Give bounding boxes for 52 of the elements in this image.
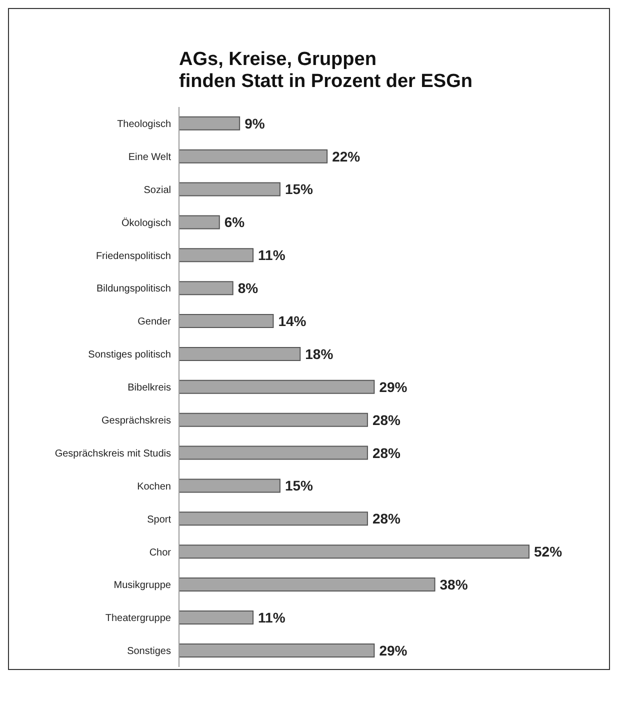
bar <box>178 643 375 658</box>
y-tick-label: Musikgruppe <box>114 580 172 592</box>
y-tick-label: Sport <box>147 514 172 526</box>
y-tick-label: Gesprächskreis <box>102 415 171 426</box>
data-label: 28% <box>372 510 402 527</box>
chart-title: AGs, Kreise, Gruppen finden Statt in Prozent der ESGn <box>179 49 474 93</box>
data-label: 6% <box>224 214 246 230</box>
data-label: 8% <box>238 280 259 296</box>
bar <box>178 544 530 559</box>
bar <box>178 610 254 624</box>
bar <box>178 512 368 526</box>
bar <box>178 116 240 130</box>
bar <box>178 215 220 230</box>
y-tick-label: Bildungspolitisch <box>96 284 171 295</box>
y-tick-label: Sozial <box>144 184 171 196</box>
data-label: 28% <box>372 412 402 428</box>
bar <box>178 412 368 427</box>
y-tick-label: Theologisch <box>117 119 171 130</box>
bar <box>178 182 280 196</box>
data-label: 38% <box>440 576 468 593</box>
data-label: 29% <box>379 642 408 658</box>
data-label: 15% <box>284 181 314 198</box>
bar <box>178 314 274 328</box>
data-label: 11% <box>258 609 286 626</box>
y-tick-label: Ökologisch <box>122 216 171 229</box>
bar <box>178 380 375 394</box>
data-label: 22% <box>332 148 361 164</box>
y-tick-label: Gesprächskreis mit Studis <box>54 448 171 460</box>
y-tick-label: Sonstiges <box>127 646 171 658</box>
data-label: 52% <box>534 544 563 560</box>
y-tick-label: Kochen <box>137 481 171 492</box>
data-label: 11% <box>258 247 286 264</box>
y-tick-label: Chor <box>149 547 172 558</box>
y-tick-label: Friedenspolitisch <box>96 250 171 262</box>
bar <box>178 446 368 460</box>
data-label: 18% <box>305 346 334 362</box>
y-tick-label: Theatergruppe <box>105 613 172 624</box>
data-label: 9% <box>244 115 266 132</box>
bar <box>178 248 254 262</box>
bar <box>178 281 234 296</box>
data-label: 14% <box>278 313 307 329</box>
bar <box>178 478 280 493</box>
bar <box>178 578 436 592</box>
data-label: 28% <box>372 444 402 461</box>
y-tick-label: Bibelkreis <box>128 382 171 394</box>
bar <box>178 149 328 164</box>
data-label: 29% <box>379 378 408 395</box>
data-label: 15% <box>284 478 314 494</box>
y-tick-label: Eine Welt <box>128 152 172 163</box>
y-tick-label: Gender <box>138 316 172 328</box>
bar <box>178 346 301 361</box>
y-tick-label: Sonstiges politisch <box>88 350 171 361</box>
